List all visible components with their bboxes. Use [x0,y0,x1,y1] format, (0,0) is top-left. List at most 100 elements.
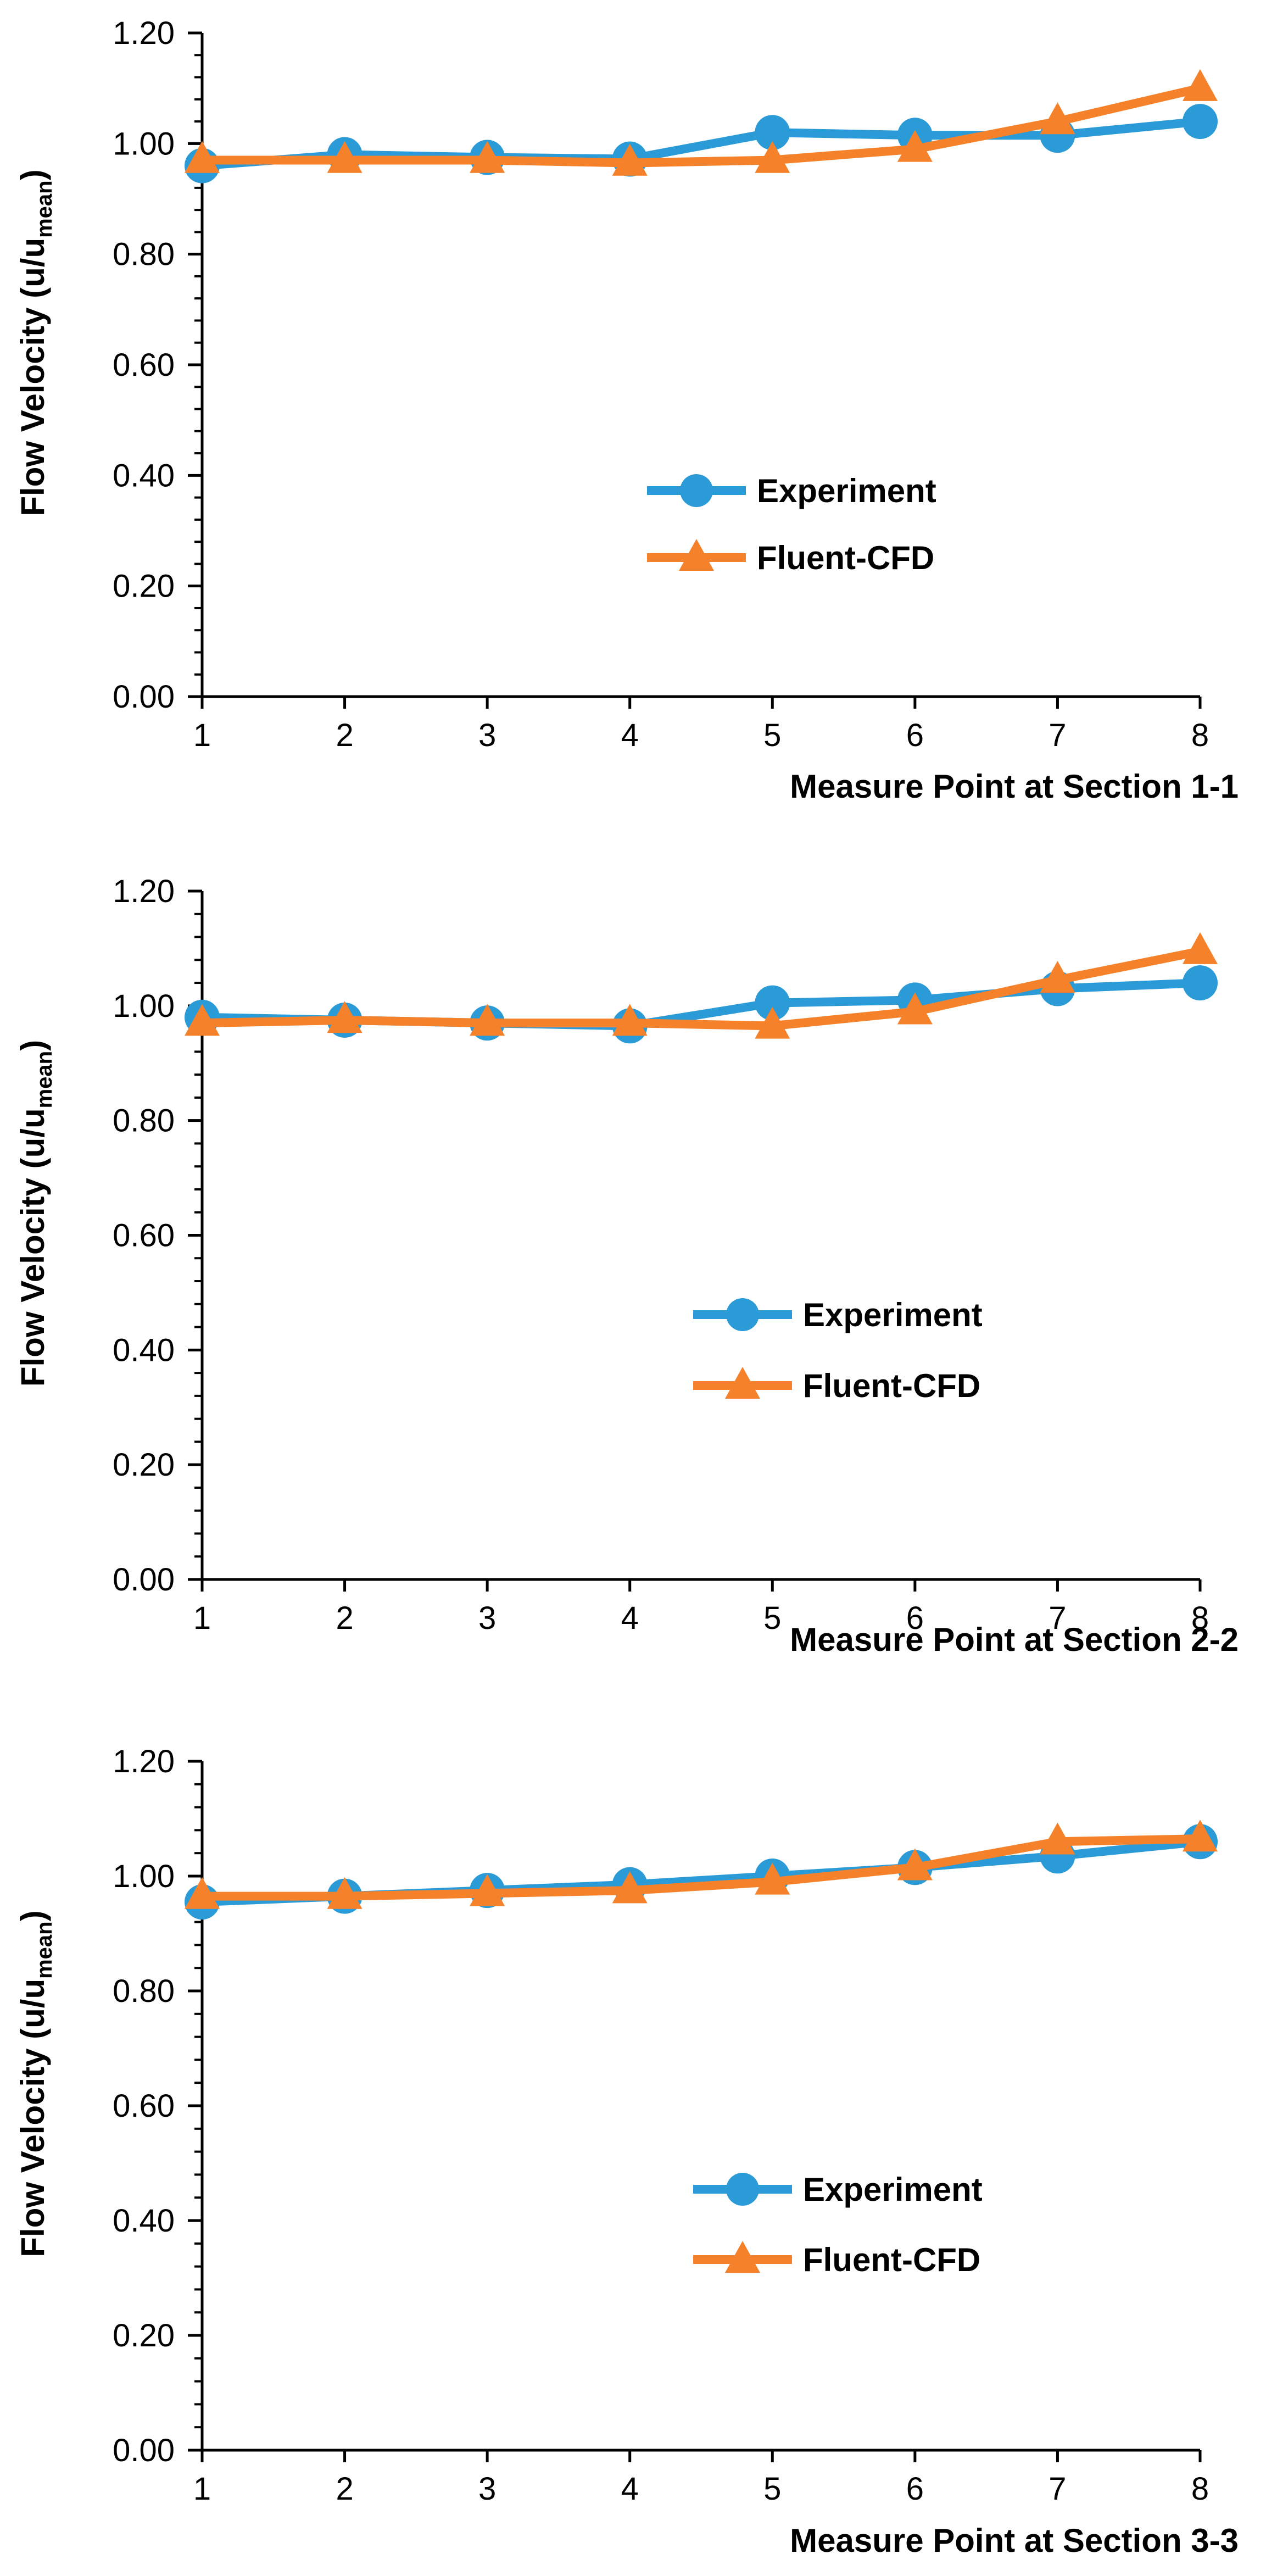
series-line-fluent-cfd [198,1834,1204,1901]
y-tick-label: 1.20 [113,1744,175,1779]
y-axis-title: Flow Velocity (u/umean) [14,169,57,516]
cfd-point [897,992,933,1025]
x-tick-label: 6 [906,1600,924,1636]
y-axis-title-subscript: mean [32,1051,57,1109]
x-tick-label: 7 [1049,1600,1066,1636]
y-tick-label: 0.00 [113,1562,175,1598]
y-tick-label: 0.80 [113,1973,175,2009]
y-axis-title-main: Flow Velocity (u/u [14,1979,51,2257]
x-tick-label: 1 [193,717,211,753]
cfd-point [1040,1822,1075,1855]
legend-label: Experiment [803,1297,983,1333]
cfd-point [897,1848,933,1880]
y-axis-title-close: ) [14,1910,51,1921]
x-tick-label: 6 [906,2471,924,2507]
y-tick-label: 0.40 [113,458,175,493]
x-tick-label: 4 [621,717,639,753]
cfd-point [327,141,362,173]
y-tick-label: 1.20 [113,873,175,909]
cfd-point [755,1006,790,1039]
cfd-point [1183,1820,1218,1852]
cfd-point [755,141,790,173]
y-tick-label: 0.00 [113,679,175,715]
x-tick-label: 3 [478,717,496,753]
x-tick-label: 1 [193,1600,211,1636]
legend: Experiment Fluent-CFD [693,1297,983,1404]
y-tick-label: 1.00 [113,126,175,162]
cfd-point [612,1871,648,1904]
experiment-point [1183,965,1218,1001]
y-tick-label: 0.00 [113,2433,175,2468]
y-axis-title-main: Flow Velocity (u/u [14,238,51,516]
cfd-point [470,1874,505,1906]
y-axis-title-close: ) [14,169,51,180]
cfd-point [755,1862,790,1895]
x-tick-label: 1 [193,2471,211,2507]
cfd-point [327,1001,362,1033]
x-tick-label: 2 [336,1600,353,1636]
legend-label: Fluent-CFD [757,539,934,576]
x-tick-label: 3 [478,2471,496,2507]
legend-label: Experiment [757,472,936,509]
y-axis-title: Flow Velocity (u/umean) [14,1040,57,1387]
y-tick-label: 0.40 [113,2203,175,2239]
x-axis-title: Measure Point at Section 1-1 [790,768,1239,805]
chart-2: 0.00 0.20 0.40 0.60 0.80 1.00 1.20 1 2 3 4 5 6 7 8Meas… [14,873,1239,1658]
legend-marker-circle [726,1298,759,1331]
cfd-point [185,1877,220,1909]
legend-marker-triangle [725,2241,760,2273]
legend-label: Experiment [803,2171,983,2208]
cfd-point [1183,69,1218,101]
series-line-experiment [198,117,1204,170]
chart-3: 0.00 0.20 0.40 0.60 0.80 1.00 1.20 1 2 3 4 5 6 7 8 Meas… [14,1744,1239,2559]
y-axis-title-subscript: mean [32,1921,57,1979]
y-tick-label: 0.20 [113,569,175,604]
x-tick-label: 7 [1049,2471,1066,2507]
x-tick-label: 2 [336,2471,353,2507]
cfd-point [470,141,505,173]
y-axis-title-main: Flow Velocity (u/u [14,1108,51,1387]
legend: Experiment Fluent-CFD [693,2171,983,2278]
y-axis-title-subscript: mean [32,180,57,238]
x-tick-label: 2 [336,717,353,753]
x-tick-label: 7 [1049,717,1066,753]
y-axis-title-close: ) [14,1040,51,1051]
x-axis-title: Measure Point at Section 3-3 [790,2522,1239,2559]
legend: Experiment Fluent-CFD [647,472,936,576]
cfd-point [1040,102,1075,135]
legend-marker-triangle [725,1367,760,1399]
experiment-point [755,115,790,151]
experiment-point [755,985,790,1021]
cfd-point [897,130,933,162]
y-tick-label: 0.60 [113,2088,175,2124]
series-line-fluent-cfd [198,947,1204,1031]
cfd-point [612,143,648,176]
cfd-point [1183,932,1218,964]
x-tick-label: 4 [621,2471,639,2507]
x-tick-label: 4 [621,1600,639,1636]
x-axis-title: Measure Point at Section 2-2 [790,1621,1239,1658]
legend-marker-triangle [679,539,714,571]
legend-marker-circle [726,2173,759,2206]
x-tick-label: 8 [1191,1600,1209,1636]
experiment-point [1183,104,1218,140]
x-tick-label: 8 [1191,2471,1209,2507]
series-line-fluent-cfd [198,84,1204,168]
y-tick-label: 0.40 [113,1332,175,1368]
y-tick-label: 0.20 [113,1447,175,1483]
cfd-point [185,141,220,173]
cfd-point [1040,961,1075,993]
cfd-point [327,1877,362,1909]
y-tick-label: 1.00 [113,1859,175,1894]
y-tick-label: 0.80 [113,237,175,272]
y-tick-label: 0.20 [113,2318,175,2354]
x-tick-label: 5 [763,1600,781,1636]
y-tick-label: 1.20 [113,15,175,51]
cfd-point [612,1004,648,1036]
x-tick-label: 8 [1191,717,1209,753]
x-tick-label: 5 [763,717,781,753]
legend-label: Fluent-CFD [803,2241,980,2278]
y-tick-label: 0.60 [113,347,175,383]
x-tick-label: 6 [906,717,924,753]
